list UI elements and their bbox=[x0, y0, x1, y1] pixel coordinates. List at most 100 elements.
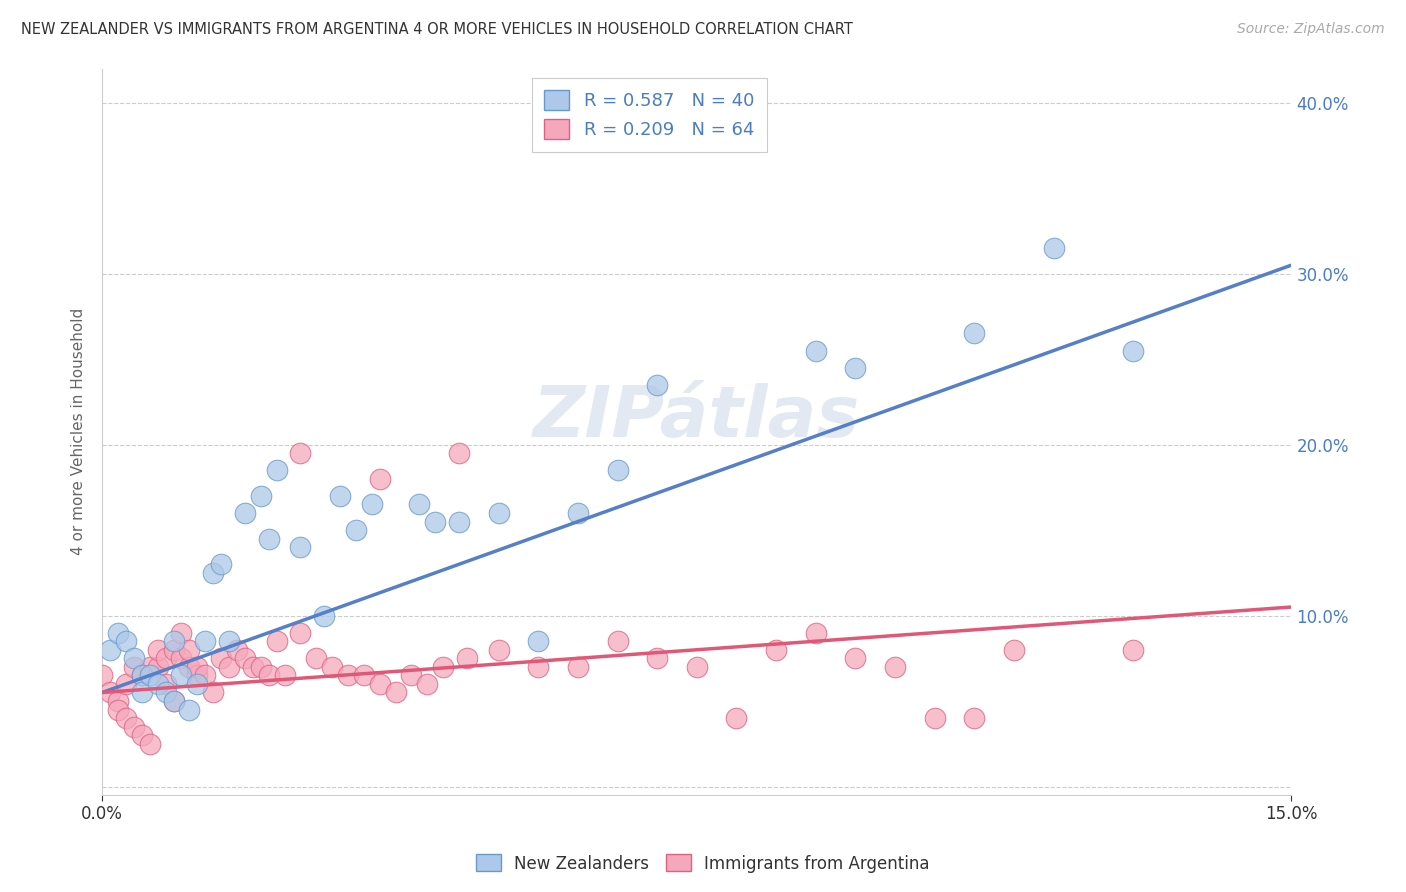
Point bbox=[115, 677, 138, 691]
Point bbox=[139, 660, 162, 674]
Point bbox=[131, 668, 153, 682]
Point bbox=[139, 737, 162, 751]
Point bbox=[131, 728, 153, 742]
Point bbox=[963, 326, 986, 341]
Text: Source: ZipAtlas.com: Source: ZipAtlas.com bbox=[1237, 22, 1385, 37]
Point bbox=[209, 651, 232, 665]
Point bbox=[266, 634, 288, 648]
Point bbox=[314, 608, 336, 623]
Point bbox=[804, 343, 827, 358]
Point bbox=[186, 677, 208, 691]
Point bbox=[122, 720, 145, 734]
Point bbox=[186, 668, 208, 682]
Point bbox=[115, 634, 138, 648]
Point bbox=[146, 642, 169, 657]
Point bbox=[606, 634, 628, 648]
Point bbox=[186, 660, 208, 674]
Point bbox=[115, 711, 138, 725]
Point bbox=[179, 660, 201, 674]
Point bbox=[98, 685, 121, 699]
Point bbox=[249, 660, 271, 674]
Point bbox=[155, 677, 177, 691]
Point bbox=[884, 660, 907, 674]
Point bbox=[202, 685, 225, 699]
Point bbox=[194, 634, 217, 648]
Point bbox=[290, 625, 312, 640]
Point bbox=[131, 685, 153, 699]
Point bbox=[233, 506, 256, 520]
Point bbox=[194, 668, 217, 682]
Point bbox=[425, 515, 447, 529]
Point bbox=[257, 532, 280, 546]
Point bbox=[686, 660, 709, 674]
Point bbox=[202, 566, 225, 580]
Point bbox=[107, 625, 129, 640]
Point bbox=[963, 711, 986, 725]
Point bbox=[353, 668, 375, 682]
Point bbox=[344, 523, 367, 537]
Point bbox=[122, 651, 145, 665]
Y-axis label: 4 or more Vehicles in Household: 4 or more Vehicles in Household bbox=[72, 308, 86, 556]
Point bbox=[804, 625, 827, 640]
Legend: New Zealanders, Immigrants from Argentina: New Zealanders, Immigrants from Argentin… bbox=[470, 847, 936, 880]
Point bbox=[645, 377, 668, 392]
Point bbox=[384, 685, 406, 699]
Legend: R = 0.587   N = 40, R = 0.209   N = 64: R = 0.587 N = 40, R = 0.209 N = 64 bbox=[531, 78, 766, 152]
Point bbox=[360, 498, 382, 512]
Point bbox=[488, 642, 510, 657]
Point bbox=[170, 651, 193, 665]
Point bbox=[321, 660, 343, 674]
Point bbox=[305, 651, 328, 665]
Point bbox=[329, 489, 352, 503]
Text: ZIPátlas: ZIPátlas bbox=[533, 383, 860, 451]
Point bbox=[606, 463, 628, 477]
Point bbox=[401, 668, 423, 682]
Point bbox=[107, 703, 129, 717]
Point bbox=[368, 677, 391, 691]
Point bbox=[567, 506, 589, 520]
Point bbox=[122, 660, 145, 674]
Point bbox=[432, 660, 454, 674]
Point bbox=[139, 668, 162, 682]
Point bbox=[1122, 343, 1144, 358]
Point bbox=[155, 651, 177, 665]
Point bbox=[567, 660, 589, 674]
Point bbox=[233, 651, 256, 665]
Point bbox=[162, 634, 184, 648]
Point bbox=[416, 677, 439, 691]
Point bbox=[131, 668, 153, 682]
Point bbox=[266, 463, 288, 477]
Point bbox=[488, 506, 510, 520]
Point bbox=[179, 703, 201, 717]
Point bbox=[179, 642, 201, 657]
Point bbox=[162, 694, 184, 708]
Point bbox=[170, 668, 193, 682]
Point bbox=[725, 711, 748, 725]
Point bbox=[257, 668, 280, 682]
Point bbox=[290, 540, 312, 554]
Point bbox=[242, 660, 264, 674]
Point bbox=[844, 360, 866, 375]
Point bbox=[98, 642, 121, 657]
Point bbox=[273, 668, 295, 682]
Text: NEW ZEALANDER VS IMMIGRANTS FROM ARGENTINA 4 OR MORE VEHICLES IN HOUSEHOLD CORRE: NEW ZEALANDER VS IMMIGRANTS FROM ARGENTI… bbox=[21, 22, 853, 37]
Point bbox=[162, 642, 184, 657]
Point bbox=[1122, 642, 1144, 657]
Point bbox=[645, 651, 668, 665]
Point bbox=[337, 668, 360, 682]
Point bbox=[91, 668, 114, 682]
Point bbox=[447, 515, 470, 529]
Point bbox=[162, 694, 184, 708]
Point bbox=[924, 711, 946, 725]
Point bbox=[456, 651, 478, 665]
Point bbox=[146, 660, 169, 674]
Point bbox=[765, 642, 787, 657]
Point bbox=[155, 685, 177, 699]
Point bbox=[218, 660, 240, 674]
Point bbox=[527, 634, 550, 648]
Point bbox=[408, 498, 430, 512]
Point bbox=[249, 489, 271, 503]
Point bbox=[527, 660, 550, 674]
Point bbox=[218, 634, 240, 648]
Point bbox=[209, 558, 232, 572]
